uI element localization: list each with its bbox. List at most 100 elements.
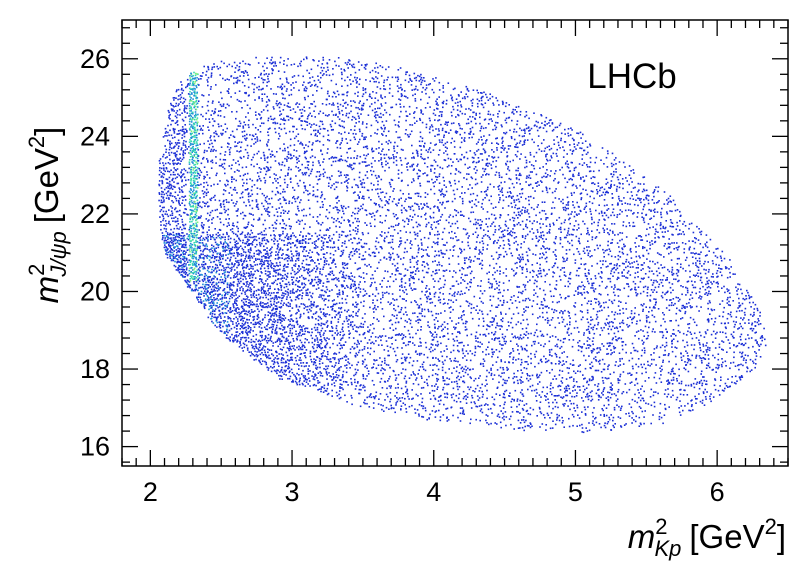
density-cell — [222, 223, 225, 226]
density-cell — [236, 278, 239, 281]
density-cell — [318, 237, 320, 240]
density-cell — [261, 192, 264, 195]
density-cell — [334, 284, 337, 286]
density-cell — [338, 271, 341, 274]
density-cell — [258, 346, 261, 349]
density-cell — [252, 265, 254, 268]
density-cell — [261, 202, 263, 205]
density-cell — [177, 142, 179, 144]
density-cell — [340, 234, 343, 236]
density-cell — [183, 237, 185, 239]
density-cell — [186, 131, 188, 133]
density-cell — [237, 69, 240, 72]
density-cell — [303, 58, 305, 61]
density-cell — [225, 292, 227, 295]
density-cell — [342, 285, 345, 288]
density-cell — [349, 59, 351, 62]
density-cell — [240, 157, 243, 160]
density-cell — [302, 369, 304, 372]
density-cell — [195, 161, 197, 163]
density-cell — [194, 166, 197, 168]
density-cell — [267, 351, 269, 354]
density-cell — [211, 247, 213, 249]
density-cell — [243, 283, 245, 285]
density-cell — [342, 271, 345, 273]
density-cell — [295, 330, 297, 333]
density-cell — [165, 192, 168, 195]
density-cell — [298, 359, 300, 361]
density-cell — [213, 257, 216, 260]
density-cell — [329, 227, 331, 229]
density-cell — [165, 242, 167, 244]
density-cell — [253, 261, 255, 263]
density-cell — [252, 268, 254, 270]
density-cell — [219, 293, 221, 295]
density-cell — [236, 246, 238, 249]
density-cell — [342, 114, 344, 116]
density-cell — [288, 349, 290, 352]
density-cell — [188, 115, 190, 117]
density-cell — [208, 146, 210, 149]
density-cell — [208, 205, 210, 207]
density-cell — [184, 244, 187, 247]
density-cell — [226, 291, 229, 294]
density-cell — [189, 112, 191, 115]
density-cell — [308, 122, 311, 125]
density-cell — [206, 104, 209, 107]
density-cell — [213, 66, 216, 68]
density-cell — [321, 237, 324, 239]
density-cell — [183, 271, 185, 274]
density-cell — [314, 116, 316, 118]
density-cell — [215, 267, 217, 270]
density-cell — [267, 314, 269, 317]
density-cell — [259, 275, 261, 277]
density-cell — [175, 254, 178, 257]
density-cell — [212, 286, 214, 288]
density-cell — [184, 273, 187, 275]
density-cell — [353, 276, 356, 278]
density-cell — [285, 283, 288, 285]
density-cell — [246, 178, 248, 181]
density-cell — [302, 375, 305, 377]
density-cell — [165, 222, 168, 225]
density-cell — [307, 193, 309, 196]
density-cell — [228, 63, 231, 66]
density-cell — [303, 88, 306, 90]
density-cell — [167, 190, 170, 192]
density-cell — [322, 244, 325, 247]
density-cell — [191, 247, 193, 249]
density-cell — [173, 250, 175, 252]
density-cell — [320, 289, 323, 292]
density-cell — [322, 242, 324, 245]
density-cell — [309, 192, 311, 195]
density-cell — [206, 257, 209, 259]
density-cell — [345, 316, 348, 318]
density-cell — [311, 361, 313, 363]
density-cell — [300, 352, 303, 355]
density-cell — [187, 238, 190, 241]
density-cell — [210, 279, 213, 282]
density-cell — [213, 288, 215, 291]
density-cell — [269, 285, 271, 288]
density-cell — [237, 252, 239, 254]
density-cell — [288, 210, 290, 213]
density-cell — [346, 63, 348, 66]
density-cell — [341, 337, 344, 339]
density-cell — [244, 234, 246, 237]
density-cell — [279, 61, 281, 64]
density-cell — [165, 235, 168, 237]
density-cell — [331, 95, 334, 98]
density-cell — [309, 256, 311, 259]
density-cell — [216, 270, 218, 272]
density-cell — [328, 273, 330, 275]
density-cell — [238, 68, 241, 71]
density-cell — [340, 204, 343, 207]
density-cell — [229, 252, 231, 255]
density-cell — [248, 94, 250, 96]
density-cell — [276, 215, 279, 218]
density-cell — [235, 145, 238, 147]
density-cell — [297, 268, 299, 270]
density-cell — [274, 177, 276, 180]
density-cell — [205, 274, 208, 277]
density-cell — [310, 133, 312, 136]
